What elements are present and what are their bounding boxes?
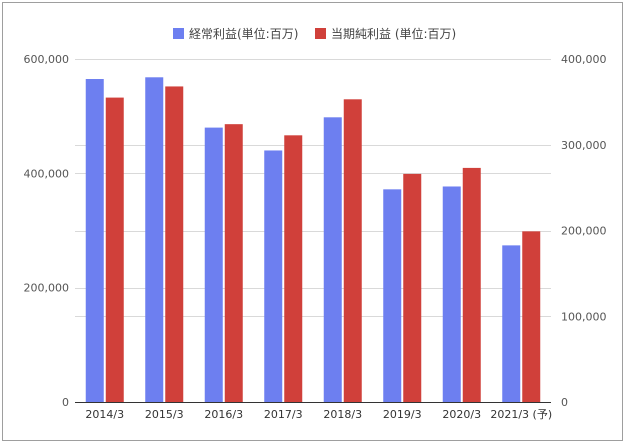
- legend-swatch-ordinary-profit: [173, 28, 184, 39]
- right-tick-label: 100,000: [561, 310, 607, 323]
- right-tick-label: 200,000: [561, 225, 607, 238]
- x-tick-label: 2014/3: [85, 408, 124, 421]
- bar-net-income: [462, 167, 481, 402]
- chart-frame: 経常利益(単位:百万) 当期純利益 (単位:百万) 0 200,000 400,00…: [2, 2, 623, 441]
- bar-net-income: [165, 86, 184, 402]
- bar-ordinary-profit: [204, 127, 223, 402]
- x-tick-label: 2021/3 (予): [490, 408, 552, 421]
- bar-net-income: [284, 135, 303, 402]
- bar-net-income: [403, 173, 422, 402]
- legend-label-ordinary-profit: 経常利益(単位:百万): [189, 26, 298, 41]
- x-tick-label: 2018/3: [323, 408, 362, 421]
- left-axis-ticks: 0 200,000 400,000 600,000: [24, 53, 70, 409]
- left-tick-label: 200,000: [24, 282, 70, 295]
- x-tick-label: 2019/3: [383, 408, 422, 421]
- legend: 経常利益(単位:百万) 当期純利益 (単位:百万): [173, 26, 456, 41]
- right-tick-label: 0: [561, 396, 568, 409]
- bar-net-income: [105, 97, 124, 403]
- right-axis-ticks: 0 100,000 200,000 300,000 400,000: [561, 53, 607, 409]
- bar-ordinary-profit: [502, 245, 521, 402]
- left-tick-label: 400,000: [24, 167, 70, 180]
- x-tick-label: 2015/3: [145, 408, 184, 421]
- bar-ordinary-profit: [442, 186, 461, 402]
- bar-net-income: [522, 231, 541, 402]
- right-tick-label: 300,000: [561, 139, 607, 152]
- right-tick-label: 400,000: [561, 53, 607, 66]
- bar-ordinary-profit: [145, 77, 164, 402]
- bar-ordinary-profit: [85, 79, 104, 402]
- left-tick-label: 600,000: [24, 53, 70, 66]
- bar-net-income: [224, 124, 243, 403]
- x-axis-ticks: 2014/3 2015/3 2016/3 2017/3 2018/3 2019/3 2020…: [85, 408, 552, 421]
- bar-ordinary-profit: [264, 150, 283, 402]
- bar-net-income: [343, 99, 362, 403]
- bar-chart: 経常利益(単位:百万) 当期純利益 (単位:百万) 0 200,000 400,00…: [24, 26, 607, 421]
- bar-ordinary-profit: [383, 189, 402, 402]
- left-tick-label: 0: [62, 396, 69, 409]
- x-tick-label: 2017/3: [264, 408, 303, 421]
- legend-label-net-income: 当期純利益 (単位:百万): [331, 26, 456, 41]
- x-tick-label: 2020/3: [442, 408, 481, 421]
- bar-ordinary-profit: [323, 117, 342, 402]
- bars: [85, 77, 541, 403]
- legend-swatch-net-income: [315, 28, 326, 39]
- x-tick-label: 2016/3: [204, 408, 243, 421]
